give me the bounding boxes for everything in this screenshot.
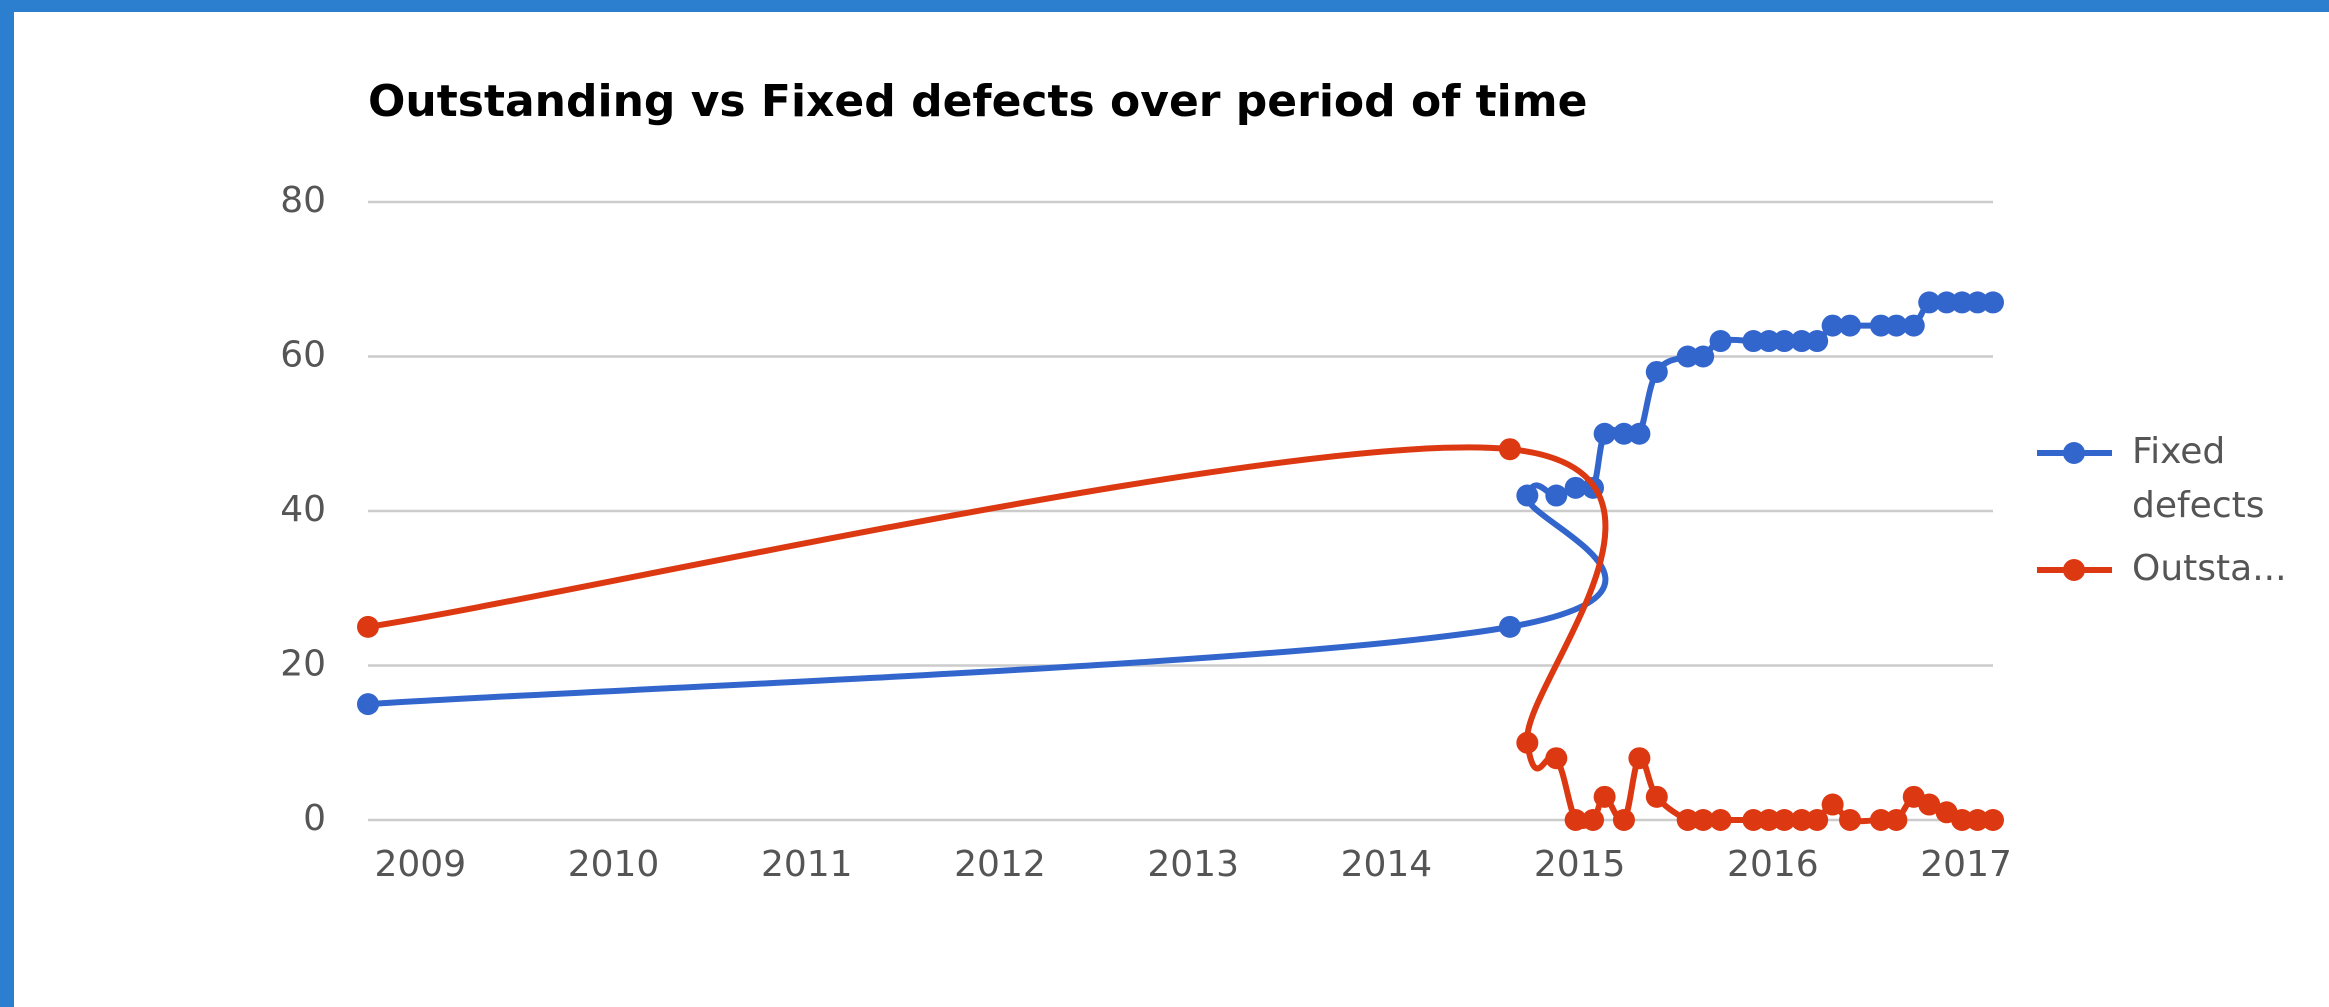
chart-title: Outstanding vs Fixed defects over period… bbox=[368, 76, 1587, 127]
data-point bbox=[1545, 484, 1568, 507]
x-tick-label: 2009 bbox=[374, 844, 466, 885]
data-point bbox=[1582, 809, 1605, 831]
data-point bbox=[357, 615, 379, 638]
legend-label: Fixed defects bbox=[2132, 431, 2265, 526]
y-tick-label: 0 bbox=[303, 798, 326, 839]
data-point bbox=[1593, 422, 1616, 445]
x-tick-label: 2014 bbox=[1341, 844, 1433, 885]
data-point bbox=[1498, 438, 1521, 461]
data-point bbox=[1676, 345, 1699, 368]
data-point bbox=[1869, 314, 1892, 337]
data-point bbox=[1839, 809, 1862, 831]
data-point bbox=[1951, 809, 1974, 831]
series-line bbox=[367, 444, 1993, 829]
x-tick-label: 2017 bbox=[1920, 844, 2012, 885]
data-point bbox=[1935, 291, 1958, 314]
series-line bbox=[367, 297, 1993, 708]
data-point bbox=[1692, 809, 1715, 831]
data-point bbox=[1918, 291, 1941, 314]
data-point bbox=[1612, 422, 1635, 445]
x-tick-label: 2013 bbox=[1147, 844, 1239, 885]
data-point bbox=[1645, 785, 1668, 808]
data-point bbox=[1869, 809, 1892, 831]
data-point bbox=[1742, 809, 1765, 831]
data-point bbox=[1885, 809, 1908, 831]
data-point bbox=[1839, 314, 1862, 337]
legend-marker bbox=[2063, 559, 2085, 581]
data-point bbox=[1628, 422, 1651, 445]
data-point bbox=[1918, 793, 1941, 816]
data-point bbox=[1951, 291, 1974, 314]
data-point bbox=[1676, 809, 1699, 831]
x-tick-label: 2012 bbox=[954, 844, 1046, 885]
data-point bbox=[1593, 785, 1616, 808]
data-point bbox=[1790, 809, 1813, 831]
data-point bbox=[1821, 314, 1844, 337]
data-point bbox=[1516, 484, 1539, 507]
data-point bbox=[1742, 330, 1765, 353]
x-tick-label: 2015 bbox=[1534, 844, 1626, 885]
data-point bbox=[1709, 809, 1732, 831]
y-tick-label: 20 bbox=[280, 644, 326, 685]
panel bbox=[14, 12, 2329, 1007]
x-tick-label: 2010 bbox=[568, 844, 660, 885]
y-tick-label: 60 bbox=[280, 335, 326, 376]
data-point bbox=[1773, 330, 1796, 353]
legend-label: Outsta... bbox=[2132, 548, 2287, 589]
data-point bbox=[1982, 291, 2004, 314]
data-point bbox=[1564, 809, 1587, 831]
y-tick-label: 40 bbox=[280, 489, 326, 530]
data-point bbox=[1692, 345, 1715, 368]
data-point bbox=[1709, 330, 1732, 353]
data-point bbox=[1564, 476, 1587, 499]
data-point bbox=[1628, 747, 1651, 770]
data-point bbox=[1545, 747, 1568, 770]
data-point bbox=[1966, 809, 1989, 831]
legend-marker bbox=[2063, 442, 2085, 464]
data-point bbox=[1790, 330, 1813, 353]
data-point bbox=[1612, 809, 1635, 831]
data-point bbox=[1498, 615, 1521, 638]
x-tick-label: 2011 bbox=[761, 844, 853, 885]
x-tick-label: 2016 bbox=[1727, 844, 1819, 885]
data-point bbox=[1773, 809, 1796, 831]
data-point bbox=[1821, 793, 1844, 816]
data-point bbox=[1885, 314, 1908, 337]
data-point bbox=[357, 693, 379, 716]
data-point bbox=[1806, 809, 1829, 831]
data-point bbox=[1966, 291, 1989, 314]
data-point bbox=[1806, 330, 1829, 353]
data-point bbox=[1757, 809, 1780, 831]
data-point bbox=[1902, 314, 1925, 337]
y-tick-label: 80 bbox=[280, 180, 326, 221]
data-point bbox=[1645, 360, 1668, 383]
data-point bbox=[1516, 731, 1539, 754]
data-point bbox=[1757, 330, 1780, 353]
data-point bbox=[1982, 809, 2004, 831]
